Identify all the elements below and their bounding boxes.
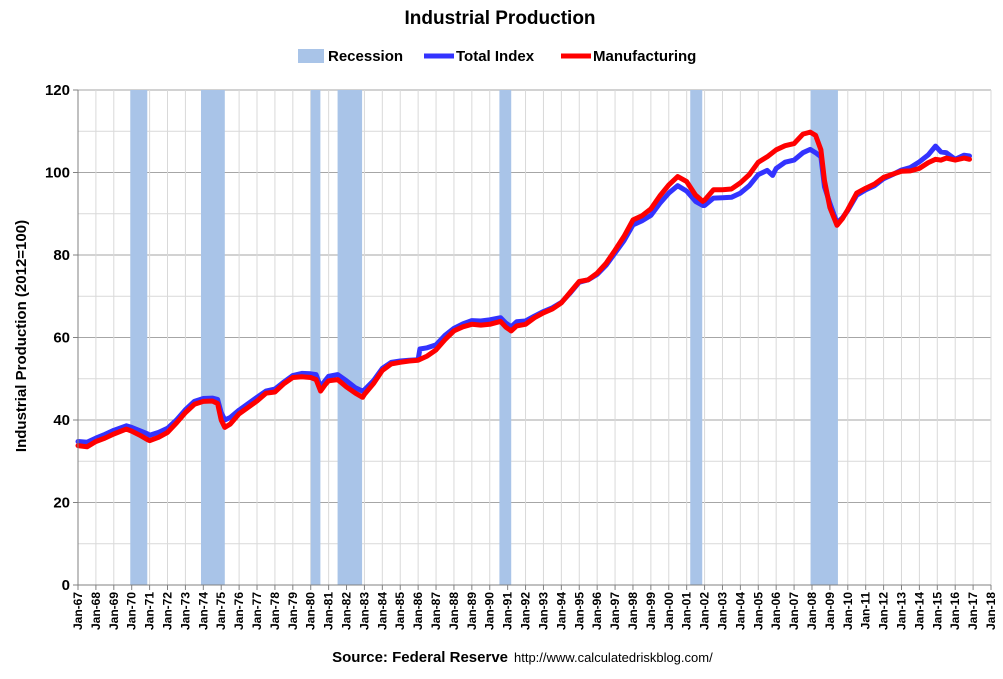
y-tick-label: 40 bbox=[53, 412, 70, 429]
x-tick-label: Jan-14 bbox=[912, 592, 926, 630]
x-tick-label: Jan-05 bbox=[751, 592, 765, 630]
x-tick-label: Jan-15 bbox=[930, 592, 944, 630]
x-tick-label: Jan-80 bbox=[304, 592, 318, 630]
y-tick-label: 80 bbox=[53, 247, 70, 264]
x-tick-label: Jan-04 bbox=[733, 592, 747, 630]
x-tick-label: Jan-79 bbox=[286, 592, 300, 630]
x-tick-label: Jan-99 bbox=[644, 592, 658, 630]
y-tick-label: 0 bbox=[62, 577, 70, 594]
x-tick-label: Jan-81 bbox=[322, 592, 336, 630]
legend-label-recession: Recession bbox=[328, 48, 403, 65]
x-tick-label: Jan-67 bbox=[71, 592, 85, 630]
chart-title: Industrial Production bbox=[404, 8, 595, 29]
x-tick-label: Jan-98 bbox=[626, 592, 640, 630]
x-tick-label: Jan-00 bbox=[662, 592, 676, 630]
x-tick-label: Jan-72 bbox=[161, 592, 175, 630]
x-tick-label: Jan-06 bbox=[769, 592, 783, 630]
x-tick-label: Jan-17 bbox=[966, 592, 980, 630]
x-tick-label: Jan-10 bbox=[841, 592, 855, 630]
y-tick-label: 100 bbox=[45, 165, 70, 182]
x-tick-label: Jan-68 bbox=[89, 592, 103, 630]
x-tick-label: Jan-97 bbox=[608, 592, 622, 630]
x-tick-label: Jan-71 bbox=[143, 592, 157, 630]
x-tick-label: Jan-95 bbox=[572, 592, 586, 630]
x-tick-label: Jan-91 bbox=[501, 592, 515, 630]
source-url: http://www.calculatedriskblog.com/ bbox=[514, 650, 713, 665]
x-tick-label: Jan-11 bbox=[859, 592, 873, 630]
x-tick-label: Jan-70 bbox=[125, 592, 139, 630]
x-tick-label: Jan-18 bbox=[984, 592, 998, 630]
x-tick-label: Jan-16 bbox=[948, 592, 962, 630]
x-tick-label: Jan-84 bbox=[375, 592, 389, 630]
y-tick-label: 120 bbox=[45, 82, 70, 99]
recession-band-3 bbox=[310, 90, 321, 585]
x-tick-label: Jan-94 bbox=[554, 592, 568, 630]
x-tick-label: Jan-89 bbox=[465, 592, 479, 630]
y-axis-label: Industrial Production (2012=100) bbox=[13, 220, 30, 452]
x-tick-label: Jan-03 bbox=[716, 592, 730, 630]
x-tick-label: Jan-75 bbox=[214, 592, 228, 630]
x-tick-label: Jan-96 bbox=[590, 592, 604, 630]
x-tick-label: Jan-78 bbox=[268, 592, 282, 630]
x-tick-label: Jan-76 bbox=[232, 592, 246, 630]
y-tick-label: 20 bbox=[53, 495, 70, 512]
legend-label-manufacturing: Manufacturing bbox=[593, 48, 696, 65]
source-label: Source: Federal Reserve bbox=[332, 649, 508, 666]
x-tick-label: Jan-73 bbox=[178, 592, 192, 630]
x-tick-label: Jan-12 bbox=[877, 592, 891, 630]
x-tick-label: Jan-90 bbox=[483, 592, 497, 630]
legend-label-total-index: Total Index bbox=[456, 48, 535, 65]
x-tick-label: Jan-02 bbox=[698, 592, 712, 630]
x-tick-label: Jan-13 bbox=[895, 592, 909, 630]
x-tick-label: Jan-93 bbox=[537, 592, 551, 630]
x-tick-label: Jan-77 bbox=[250, 592, 264, 630]
x-tick-label: Jan-87 bbox=[429, 592, 443, 630]
x-tick-label: Jan-08 bbox=[805, 592, 819, 630]
legend-swatch-recession bbox=[298, 49, 324, 63]
x-tick-label: Jan-82 bbox=[340, 592, 354, 630]
recession-band-1 bbox=[130, 90, 148, 585]
x-tick-label: Jan-83 bbox=[357, 592, 371, 630]
recession-band-2 bbox=[200, 90, 225, 585]
recession-band-6 bbox=[690, 90, 703, 585]
recession-band-4 bbox=[337, 90, 363, 585]
x-tick-label: Jan-88 bbox=[447, 592, 461, 630]
x-tick-label: Jan-92 bbox=[519, 592, 533, 630]
x-tick-label: Jan-69 bbox=[107, 592, 121, 630]
y-tick-label: 60 bbox=[53, 330, 70, 347]
source-line: Source: Federal Reserve http://www.calcu… bbox=[332, 649, 713, 666]
series-line-manufacturing bbox=[75, 129, 972, 450]
x-tick-label: Jan-01 bbox=[680, 592, 694, 630]
recession-band-5 bbox=[499, 90, 512, 585]
x-tick-label: Jan-85 bbox=[393, 592, 407, 630]
x-tick-label: Jan-74 bbox=[196, 592, 210, 630]
plot-area: 0 20 40 60 80 100 120 Jan-67 Jan-68 Jan-69 Jan-70 J… bbox=[45, 82, 998, 630]
x-tick-label: Jan-09 bbox=[823, 592, 837, 630]
x-tick-label: Jan-86 bbox=[411, 592, 425, 630]
legend: Recession Total Index Manufacturing bbox=[298, 48, 696, 65]
x-tick-label: Jan-07 bbox=[787, 592, 801, 630]
